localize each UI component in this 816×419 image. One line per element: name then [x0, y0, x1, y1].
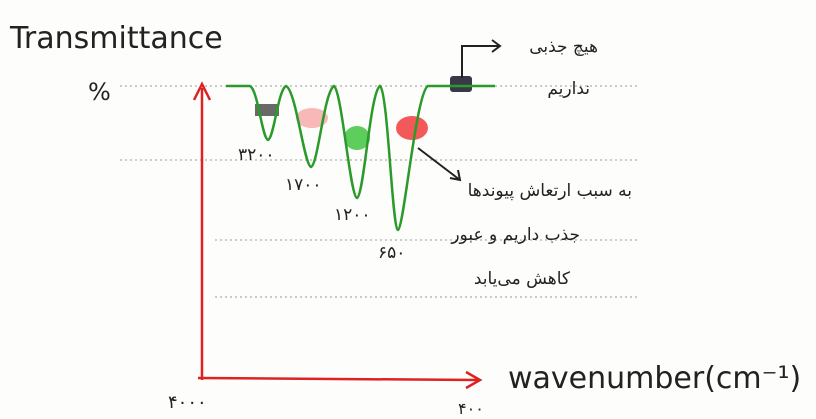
diagram: Transmittance % wavenumber(cm⁻¹) ۴۰۰۰ ۴۰… [0, 0, 816, 419]
peak-label: ۱۷۰۰ [285, 175, 322, 195]
note-line: به سبب ارتعاش پیوندها [468, 181, 632, 201]
background [0, 0, 816, 419]
y-axis-unit: % [88, 78, 111, 106]
peak-label: ۶۵۰ [378, 243, 405, 263]
note-line: کاهش می‌یابد [474, 269, 571, 289]
note-line: هیچ جذبی [529, 37, 598, 57]
x-start-label: ۴۰۰۰ [168, 392, 207, 413]
y-axis-label: Transmittance [9, 21, 223, 56]
peak-label: ۳۲۰۰ [238, 145, 275, 165]
x-axis-label: wavenumber(cm⁻¹) [508, 361, 801, 396]
note-line: نداریم [547, 79, 590, 99]
x-end-label: ۴۰۰ [458, 399, 484, 418]
note-line: جذب داریم و عبور [450, 225, 580, 245]
peak-label: ۱۲۰۰ [334, 205, 371, 225]
